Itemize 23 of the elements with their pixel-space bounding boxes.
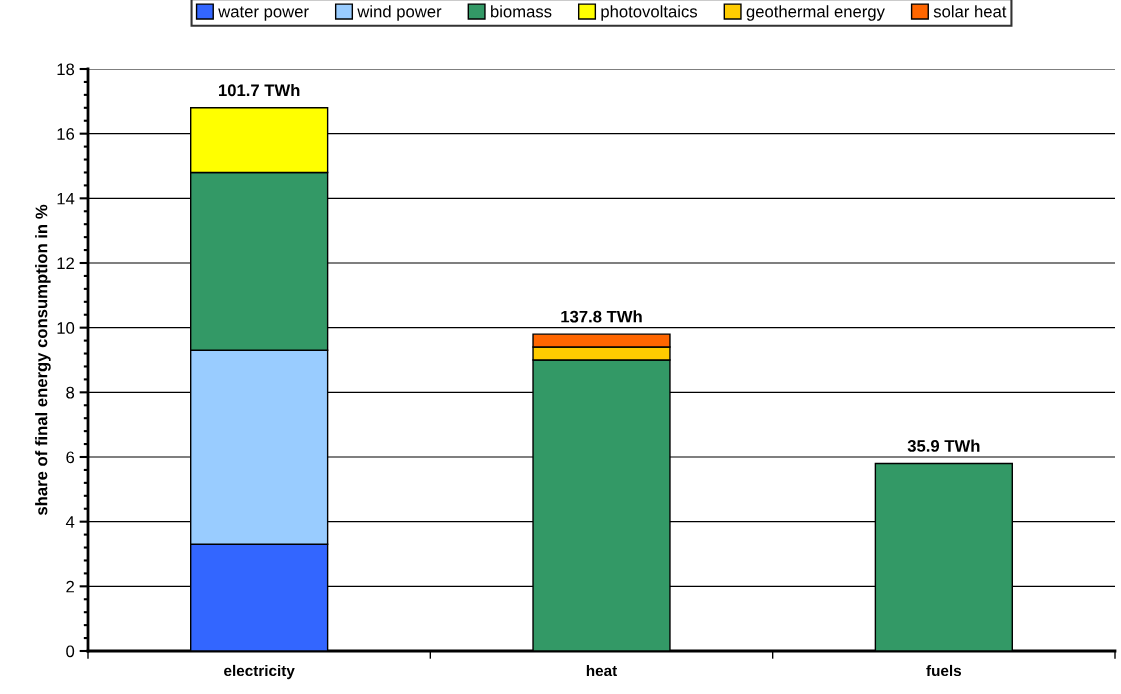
y-tick-label: 0 [66,645,75,658]
y-tick-label: 16 [57,128,75,140]
y-tick-label: 14 [57,192,75,205]
legend-label: solar heat [933,5,1007,18]
annotation: 35.9 TWh [907,439,980,452]
legend-label: wind power [357,5,442,21]
y-tick-label: 12 [57,257,74,270]
y-tick-label: 18 [57,63,75,76]
y-tick-label: 10 [57,322,75,334]
x-tick-label: electricity [224,664,295,680]
x-tick-label: heat [586,664,618,677]
legend-label: water power [218,6,309,21]
legend-label: biomass [491,5,552,18]
y-tick-label: 2 [66,580,74,593]
annotation: 137.8 TWh [561,310,642,323]
y-tick-label: 4 [65,516,75,528]
y-tick-label: 6 [66,451,75,464]
legend-label: geothermal energy [746,5,885,21]
y-axis-title: share of final energy consumption in % [35,204,51,515]
annotation: 101.7 TWh [219,83,300,97]
x-tick-label: fuels [926,664,962,677]
legend-label: photovoltaics [601,5,698,21]
y-tick-label: 8 [66,386,75,399]
